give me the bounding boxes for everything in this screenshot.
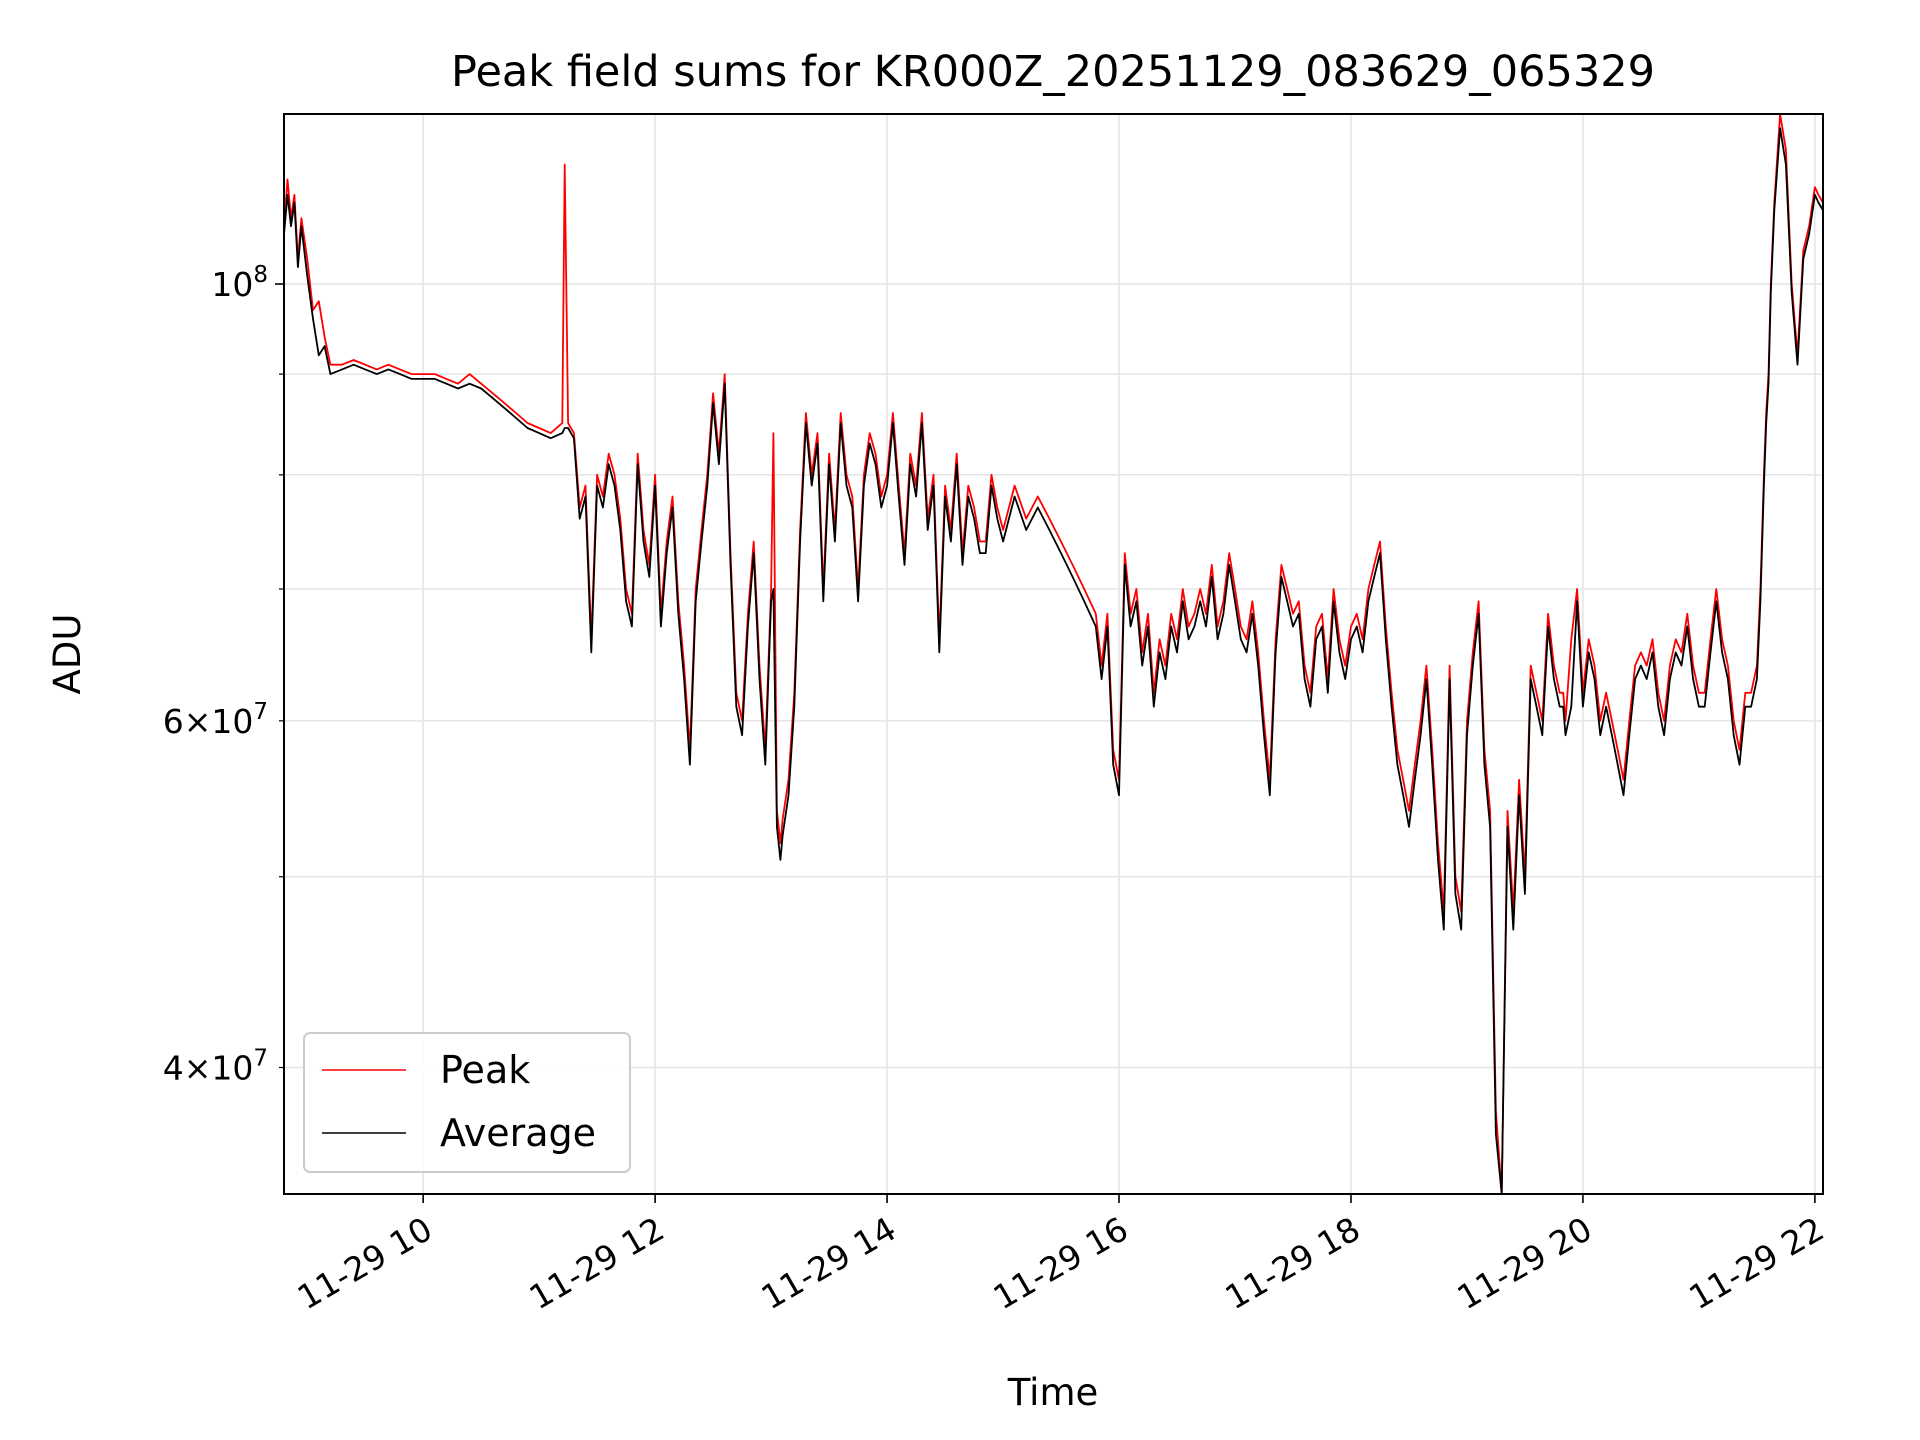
x-tick-label: 11-29 18 [1219, 1209, 1367, 1317]
x-tick-label: 11-29 10 [291, 1209, 439, 1317]
legend-peak-label: Peak [440, 1048, 530, 1092]
series-line-peak [284, 114, 1823, 1194]
legend: Peak Average [303, 1032, 631, 1173]
x-tick-label: 11-29 20 [1450, 1209, 1598, 1317]
x-tick-label: 11-29 12 [523, 1209, 671, 1317]
legend-box [303, 1032, 631, 1173]
y-tick-label: 4×107 [163, 1046, 268, 1088]
x-tick-label: 11-29 22 [1682, 1209, 1830, 1317]
plot-frame [283, 113, 1824, 1195]
chart-title: Peak field sums for KR000Z_20251129_0836… [451, 47, 1655, 97]
x-tick-label: 11-29 14 [755, 1209, 903, 1317]
y-axis-label: ADU [46, 614, 89, 695]
series-layer [284, 114, 1823, 1194]
x-axis-label: Time [1007, 1371, 1099, 1414]
y-tick-label: 108 [211, 262, 268, 304]
grid [284, 114, 1823, 1194]
y-tick-label: 6×107 [163, 699, 268, 741]
x-tick-label: 11-29 16 [987, 1209, 1135, 1317]
series-line-average [284, 127, 1823, 1194]
legend-average-label: Average [440, 1111, 596, 1155]
